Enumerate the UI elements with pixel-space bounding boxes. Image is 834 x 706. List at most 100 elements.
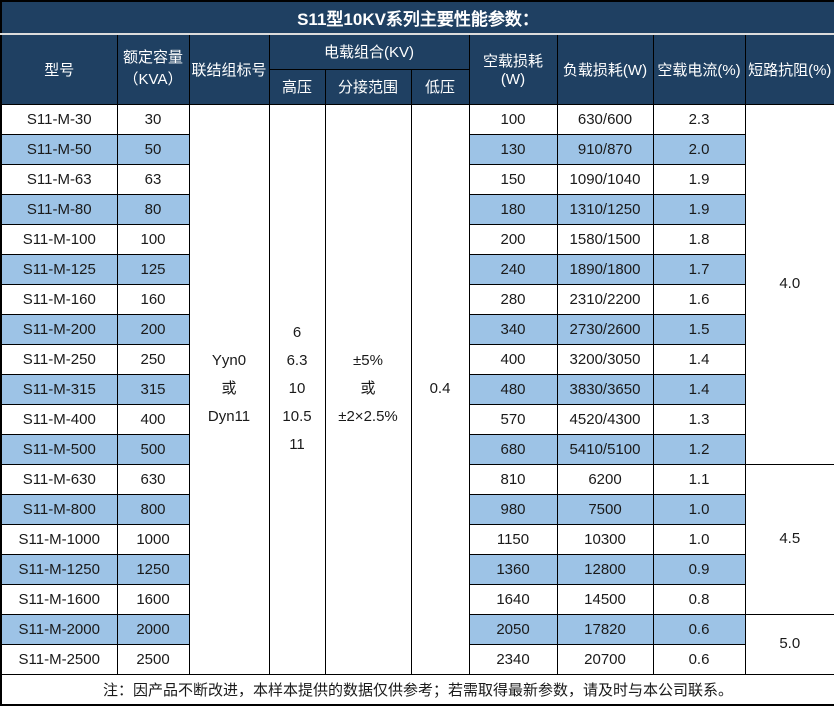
impedance-cell: 4.5: [744, 463, 834, 615]
table-row: S11-M-1250 1250 1360 12800 0.9: [0, 553, 834, 585]
load-loss-cell: 7500: [556, 493, 654, 525]
no-load-current-cell: 1.1: [652, 463, 746, 495]
load-loss-cell: 10300: [556, 523, 654, 555]
capacity-cell: 630: [116, 463, 190, 495]
no-load-current-cell: 1.4: [652, 373, 746, 405]
capacity-cell: 1250: [116, 553, 190, 585]
model-cell: S11-M-50: [0, 133, 118, 165]
no-load-loss-cell: 2050: [468, 613, 558, 645]
no-load-loss-cell: 1360: [468, 553, 558, 585]
capacity-cell: 63: [116, 163, 190, 195]
impedance-cell: 5.0: [744, 613, 834, 675]
no-load-loss-cell: 280: [468, 283, 558, 315]
load-loss-cell: 3830/3650: [556, 373, 654, 405]
table-row: S11-M-500 500 680 5410/5100 1.2: [0, 433, 834, 465]
column-header-low-voltage: 低压: [410, 68, 470, 105]
no-load-current-cell: 1.3: [652, 403, 746, 435]
no-load-current-cell: 1.7: [652, 253, 746, 285]
page-title: S11型10KV系列主要性能参数：: [0, 0, 834, 35]
tap-range-cell: ±5% 或 ±2×2.5%: [324, 103, 412, 675]
no-load-loss-cell: 130: [468, 133, 558, 165]
table-row: S11-M-100 100 200 1580/1500 1.8: [0, 223, 834, 255]
model-cell: S11-M-80: [0, 193, 118, 225]
column-header-impedance: 短路抗阻(%): [744, 33, 834, 105]
capacity-cell: 2000: [116, 613, 190, 645]
model-cell: S11-M-630: [0, 463, 118, 495]
no-load-current-cell: 1.0: [652, 493, 746, 525]
load-loss-cell: 14500: [556, 583, 654, 615]
column-header-no-load-loss: 空载损耗(W): [468, 33, 558, 105]
no-load-loss-cell: 100: [468, 103, 558, 135]
capacity-cell: 2500: [116, 643, 190, 675]
header-row-main: 型号 额定容量 （KVA） 联结组标号 电载组合(KV) 空载损耗(W) 负载损…: [0, 33, 834, 105]
model-cell: S11-M-2500: [0, 643, 118, 675]
load-loss-cell: 3200/3050: [556, 343, 654, 375]
model-cell: S11-M-160: [0, 283, 118, 315]
table-row: S11-M-630 630 810 6200 1.1 4.5: [0, 463, 834, 615]
no-load-loss-cell: 400: [468, 343, 558, 375]
no-load-current-cell: 1.6: [652, 283, 746, 315]
no-load-current-cell: 1.9: [652, 163, 746, 195]
model-cell: S11-M-1600: [0, 583, 118, 615]
no-load-current-cell: 0.9: [652, 553, 746, 585]
model-cell: S11-M-315: [0, 373, 118, 405]
capacity-cell: 80: [116, 193, 190, 225]
load-loss-cell: 1090/1040: [556, 163, 654, 195]
column-header-voltage-group: 电载组合(KV): [268, 33, 470, 70]
title-row: S11型10KV系列主要性能参数：: [0, 0, 834, 35]
model-cell: S11-M-100: [0, 223, 118, 255]
column-header-capacity: 额定容量 （KVA）: [116, 33, 190, 105]
no-load-current-cell: 1.9: [652, 193, 746, 225]
model-cell: S11-M-500: [0, 433, 118, 465]
capacity-cell: 1600: [116, 583, 190, 615]
no-load-loss-cell: 2340: [468, 643, 558, 675]
table-row: S11-M-160 160 280 2310/2200 1.6: [0, 283, 834, 315]
capacity-cell: 30: [116, 103, 190, 135]
model-cell: S11-M-63: [0, 163, 118, 195]
load-loss-cell: 1310/1250: [556, 193, 654, 225]
load-loss-cell: 4520/4300: [556, 403, 654, 435]
model-cell: S11-M-30: [0, 103, 118, 135]
no-load-current-cell: 1.2: [652, 433, 746, 465]
load-loss-cell: 2730/2600: [556, 313, 654, 345]
capacity-cell: 160: [116, 283, 190, 315]
no-load-loss-cell: 180: [468, 193, 558, 225]
load-loss-cell: 1890/1800: [556, 253, 654, 285]
model-cell: S11-M-1000: [0, 523, 118, 555]
no-load-loss-cell: 1150: [468, 523, 558, 555]
no-load-loss-cell: 680: [468, 433, 558, 465]
header-row-sub: 高压 分接范围 低压: [1, 68, 834, 105]
high-voltage-cell: 6 6.3 10 10.5 11: [268, 103, 326, 675]
table-row: S11-M-63 63 150 1090/1040 1.9: [0, 163, 834, 195]
no-load-loss-cell: 240: [468, 253, 558, 285]
model-cell: S11-M-200: [0, 313, 118, 345]
load-loss-cell: 2310/2200: [556, 283, 654, 315]
capacity-cell: 400: [116, 403, 190, 435]
column-header-tap-range: 分接范围: [324, 68, 412, 105]
no-load-current-cell: 1.8: [652, 223, 746, 255]
column-header-no-load-current: 空载电流(%): [652, 33, 746, 105]
footer-row: 注：因产品不断改进，本样本提供的数据仅供参考；若需取得最新参数，请及时与本公司联…: [0, 673, 834, 706]
model-cell: S11-M-400: [0, 403, 118, 435]
no-load-loss-cell: 570: [468, 403, 558, 435]
capacity-cell: 100: [116, 223, 190, 255]
no-load-loss-cell: 980: [468, 493, 558, 525]
no-load-loss-cell: 340: [468, 313, 558, 345]
table-row: S11-M-2000 2000 2050 17820 0.6 5.0: [0, 613, 834, 675]
no-load-current-cell: 0.6: [652, 643, 746, 675]
load-loss-cell: 20700: [556, 643, 654, 675]
model-cell: S11-M-1250: [0, 553, 118, 585]
capacity-cell: 1000: [116, 523, 190, 555]
load-loss-cell: 12800: [556, 553, 654, 585]
no-load-current-cell: 1.0: [652, 523, 746, 555]
model-cell: S11-M-800: [0, 493, 118, 525]
load-loss-cell: 17820: [556, 613, 654, 645]
load-loss-cell: 630/600: [556, 103, 654, 135]
column-header-connection: 联结组标号: [188, 33, 270, 105]
low-voltage-cell: 0.4: [410, 103, 470, 675]
table-row: S11-M-1600 1600 1640 14500 0.8: [0, 583, 834, 615]
table-row: S11-M-315 315 480 3830/3650 1.4: [0, 373, 834, 405]
capacity-cell: 315: [116, 373, 190, 405]
load-loss-cell: 1580/1500: [556, 223, 654, 255]
